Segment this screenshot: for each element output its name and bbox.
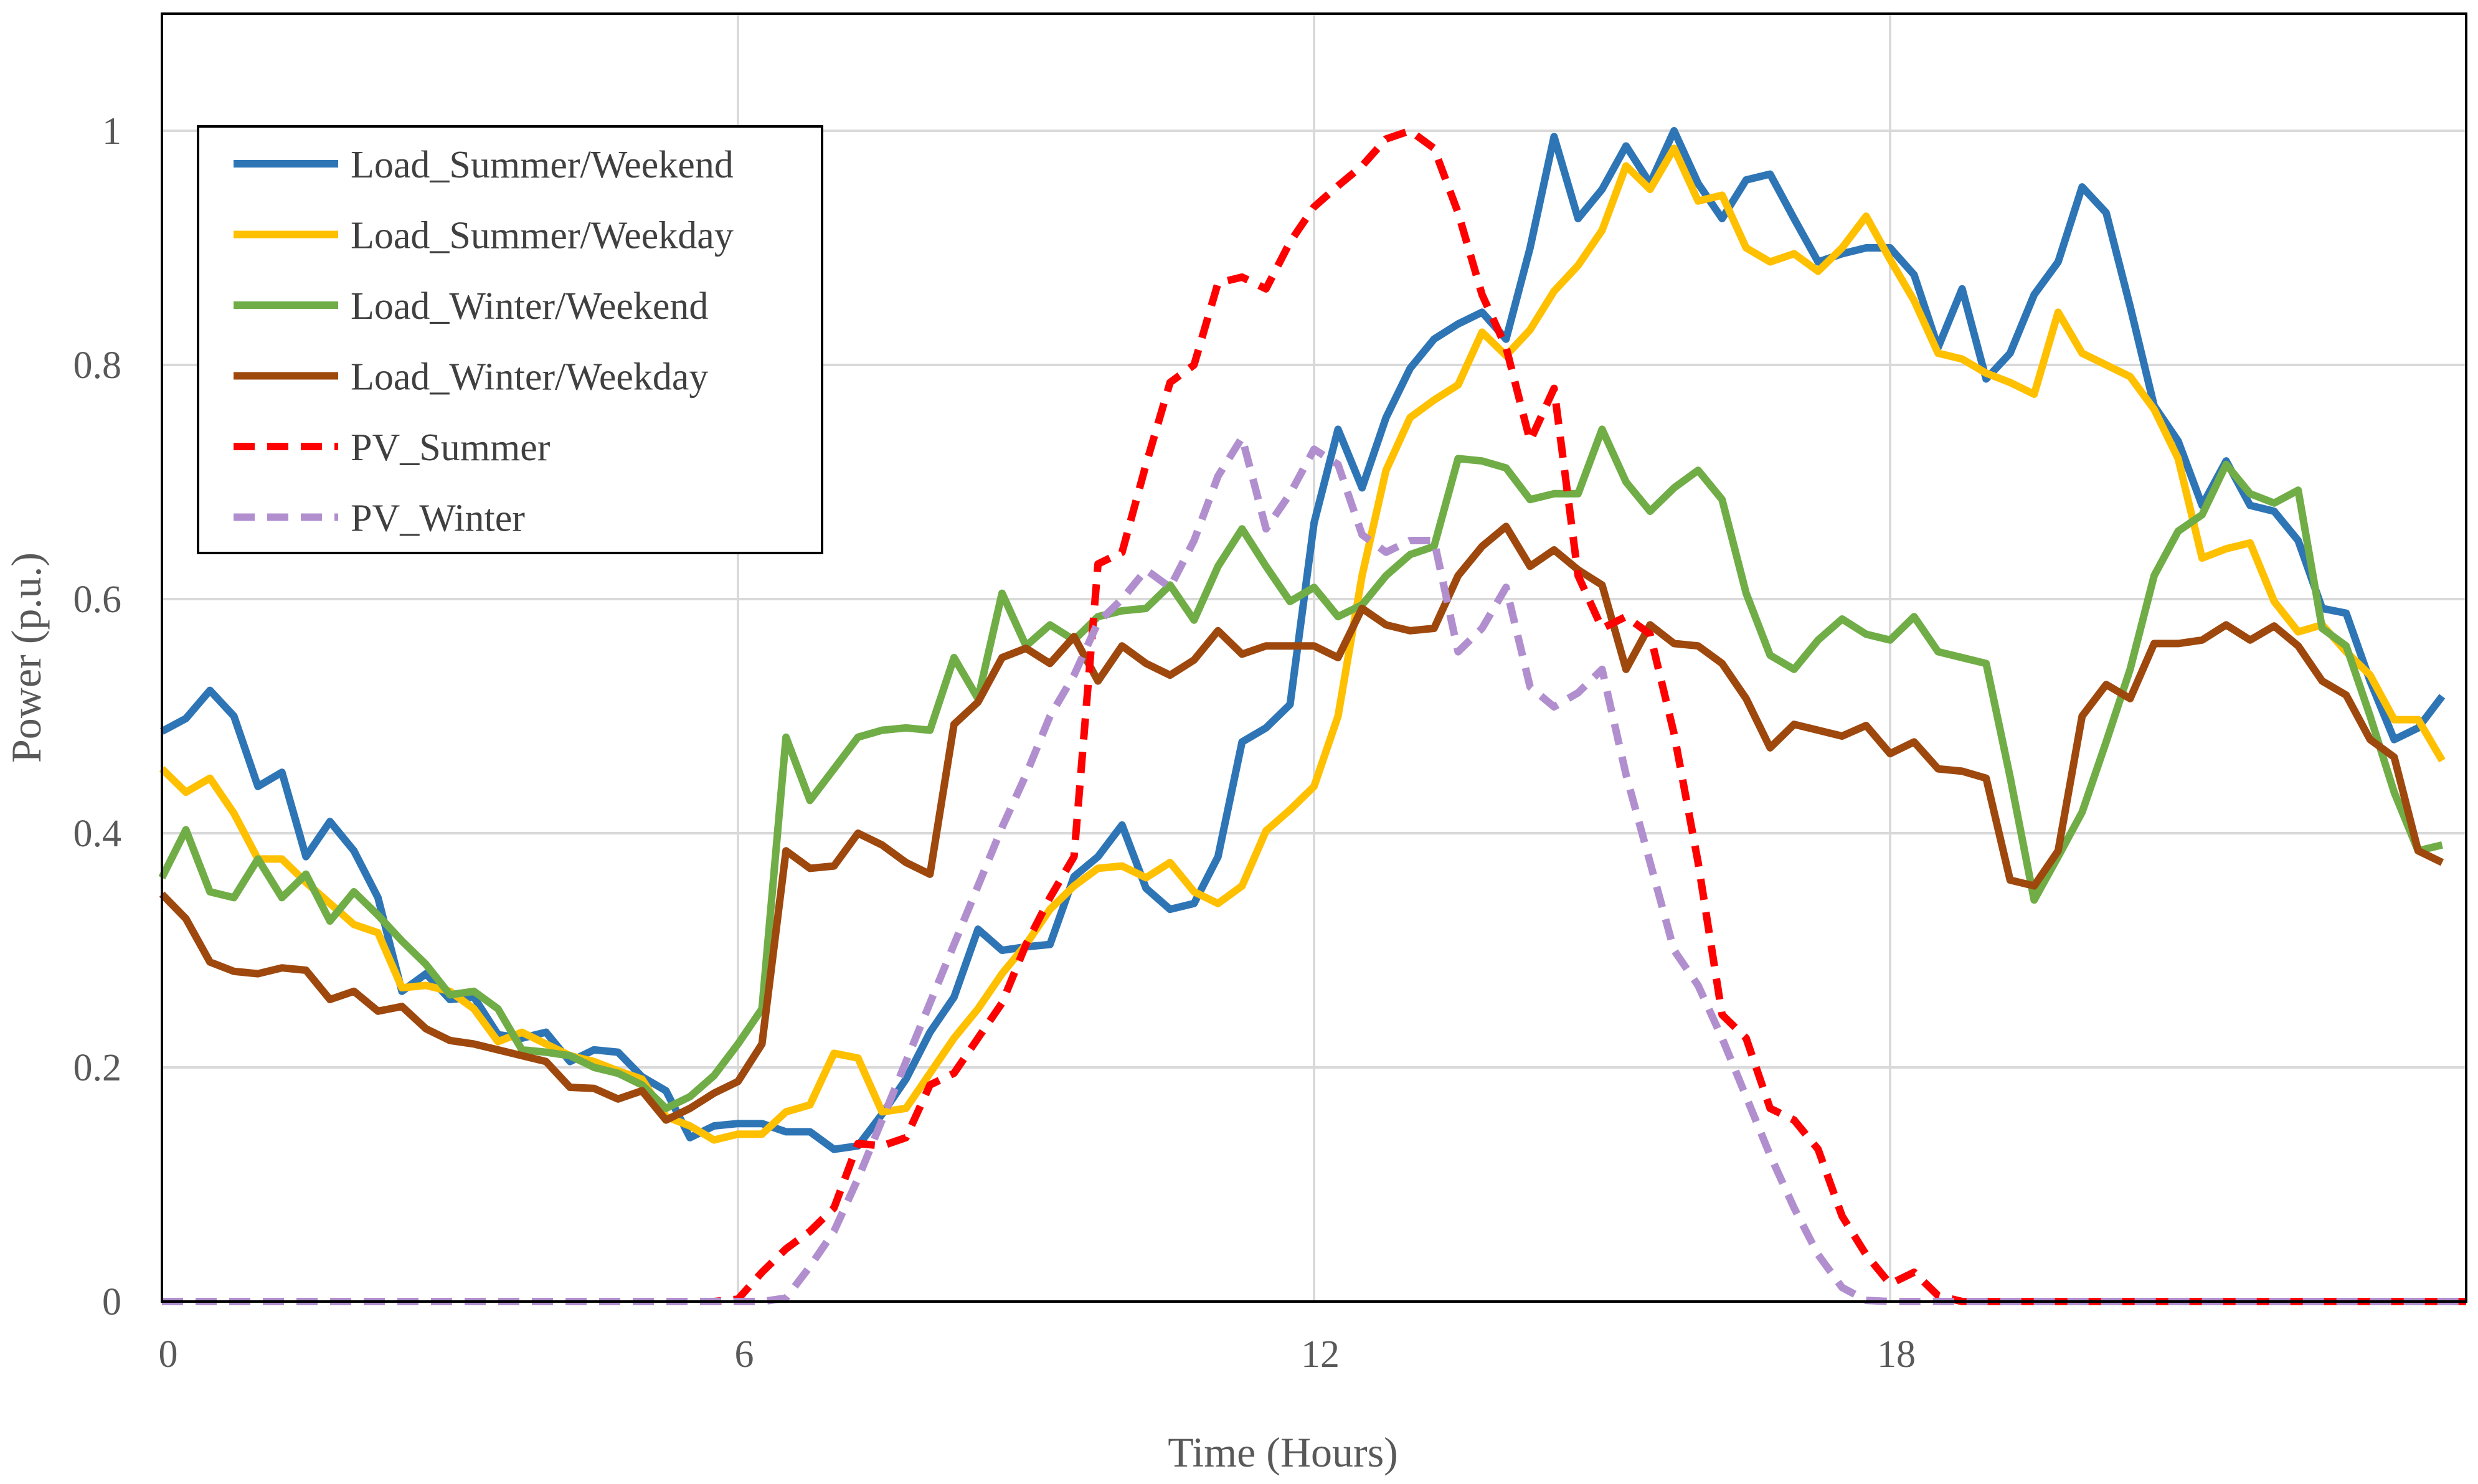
legend-label-pv-winter: PV_Winter: [351, 498, 525, 540]
legend-label-load-winter-weekday: Load_Winter/Weekday: [351, 356, 708, 399]
x-tick-label: 12: [1301, 1333, 1340, 1376]
legend-label-load-winter-weekend: Load_Winter/Weekend: [351, 285, 708, 328]
axes: [161, 12, 2467, 1303]
y-axis-title: Power (p.u.): [2, 552, 50, 763]
y-tick-label: 1: [102, 110, 121, 153]
y-tick-label: 0: [102, 1281, 121, 1323]
legend-label-load-summer-weekday: Load_Summer/Weekday: [351, 215, 734, 257]
x-tick-label: 18: [1877, 1333, 1916, 1376]
y-tick-label: 0.6: [73, 579, 122, 621]
series-line-load-summer-weekend: [160, 127, 2446, 1153]
series-line-load-summer-weekday: [159, 144, 2446, 1144]
y-tick-label: 0.8: [73, 344, 122, 387]
tick-labels: 0 0.2 0.4 0.6 0.8 1 0 6 12 18: [73, 110, 1916, 1376]
plot-area-border: [161, 12, 2467, 1303]
x-tick-label: 6: [735, 1333, 754, 1376]
legend-label-pv-summer: PV_Summer: [351, 427, 551, 469]
y-tick-label: 0.4: [73, 813, 122, 855]
series-lines: [158, 127, 2466, 1305]
legend-box: [197, 125, 823, 554]
y-tick-label: 0.2: [73, 1047, 122, 1089]
series-line-pv-summer: [162, 127, 2466, 1305]
legend-label-load-summer-weekend: Load_Summer/Weekend: [351, 144, 734, 186]
series-line-load-winter-weekday: [159, 522, 2444, 1124]
x-axis-title: Time (Hours): [1168, 1429, 1398, 1476]
x-tick-label: 0: [159, 1333, 178, 1376]
legend: Load_Summer/Weekend Load_Summer/Weekday Lo…: [197, 125, 823, 554]
